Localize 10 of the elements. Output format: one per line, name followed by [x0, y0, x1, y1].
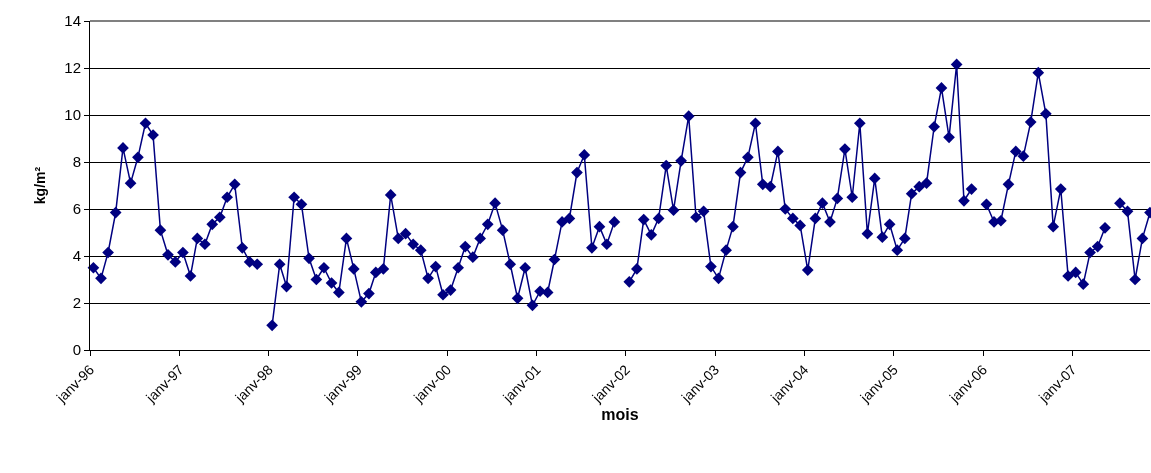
y-tick-label: 8 [72, 153, 81, 171]
y-axis-title: kg/m² [31, 166, 48, 205]
x-axis-title: mois [601, 406, 639, 424]
y-tick-label: 2 [72, 294, 81, 312]
y-tick-label: 4 [72, 247, 81, 265]
y-tick-label: 10 [64, 106, 81, 124]
y-tick-label: 12 [64, 59, 81, 77]
y-tick-label: 14 [64, 12, 81, 30]
y-tick-label: 6 [72, 200, 81, 218]
y-tick-label: 0 [72, 341, 81, 359]
